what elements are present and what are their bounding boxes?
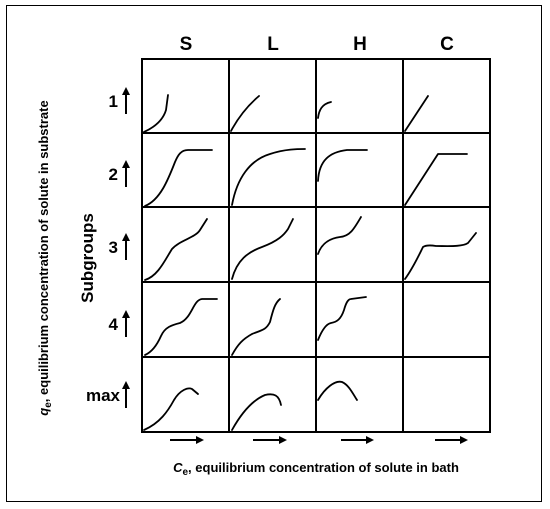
x-arrow-c-icon — [435, 436, 468, 444]
curve-c-3 — [404, 232, 477, 280]
row-label-max: max — [86, 386, 121, 405]
curve-s-max — [143, 387, 199, 431]
y-axis-label: qe, equilibrium concentration of solute … — [36, 100, 54, 415]
curve-l-4 — [231, 298, 281, 356]
row-label-4: 4 — [109, 315, 119, 334]
row-label-2: 2 — [109, 165, 118, 184]
curve-h-4 — [317, 296, 367, 341]
x-axis-text: , equilibrium concentration of solute in… — [188, 460, 459, 475]
x-axis-subscript: e — [182, 467, 188, 478]
y-axis-text: , equilibrium concentration of solute in… — [36, 100, 51, 402]
y-axis-subscript: e — [43, 402, 54, 408]
curve-s-4 — [144, 298, 218, 356]
y-axis-symbol: q — [36, 408, 51, 416]
curve-l-max — [231, 393, 282, 431]
x-arrow-s-icon — [170, 436, 204, 444]
column-header-s: S — [180, 34, 193, 55]
row-arrow-max-icon — [122, 381, 130, 408]
curve-l-1 — [230, 95, 260, 132]
curve-s-3 — [144, 218, 208, 281]
curve-l-3 — [231, 218, 294, 280]
isotherm-curves — [143, 94, 477, 431]
curve-h-2 — [317, 149, 368, 182]
x-axis-symbol: C — [173, 460, 183, 475]
x-direction-arrows — [170, 436, 468, 444]
row-label-1: 1 — [109, 92, 118, 111]
curve-c-1 — [404, 95, 429, 132]
curve-s-1 — [143, 94, 169, 133]
row-arrow-4-icon — [122, 310, 130, 337]
column-header-h: H — [353, 34, 367, 55]
row-arrows — [122, 87, 130, 408]
x-arrow-l-icon — [253, 436, 287, 444]
column-header-l: L — [267, 34, 279, 55]
grid — [141, 58, 491, 433]
curve-h-1 — [317, 101, 332, 119]
column-header-c: C — [440, 34, 454, 55]
subgroups-label: Subgroups — [78, 213, 97, 303]
x-axis-label: Ce, equilibrium concentration of solute … — [173, 460, 459, 478]
x-arrow-h-icon — [341, 436, 374, 444]
row-arrow-3-icon — [122, 233, 130, 260]
figure-border — [6, 5, 542, 502]
row-label-3: 3 — [109, 238, 118, 257]
curve-h-3 — [317, 216, 362, 255]
row-arrow-1-icon — [122, 87, 130, 114]
row-arrow-2-icon — [122, 160, 130, 187]
curve-c-2 — [404, 153, 468, 206]
curve-l-2 — [231, 148, 306, 206]
curve-s-2 — [144, 149, 213, 207]
curve-h-max — [317, 380, 358, 401]
